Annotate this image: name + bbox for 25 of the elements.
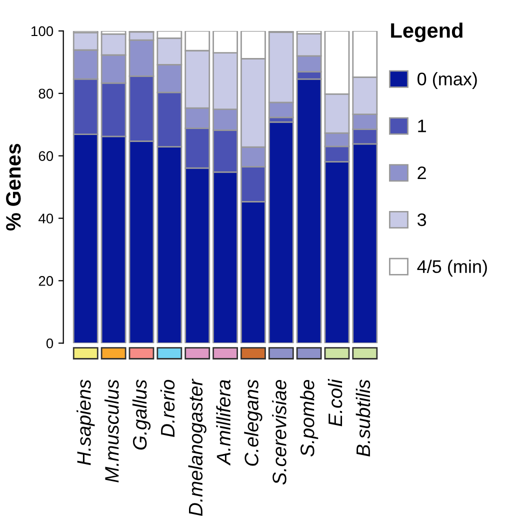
legend-title: Legend: [391, 22, 462, 42]
legend-label: 3: [417, 213, 426, 226]
y-tick-label: 0: [46, 338, 54, 348]
x-tick-label: E.coli: [328, 378, 342, 426]
y-tick-label: 40: [38, 214, 54, 224]
x-tick-label: M.musculus: [104, 380, 119, 482]
legend-label: 0 (max): [418, 72, 477, 89]
y-tick-label: 80: [38, 88, 54, 99]
legend-label: 2: [418, 166, 426, 180]
y-tick-label: 100: [32, 26, 54, 36]
x-tick-label: B.subtilis: [356, 380, 370, 456]
x-tick-label: G.gallus: [132, 380, 151, 450]
x-tick-label: A.millifera: [216, 380, 230, 466]
x-tick-label: S.pombe: [300, 380, 318, 457]
y-axis-title: % Genes: [6, 144, 21, 231]
x-tick-label: H.sapiens: [76, 380, 95, 466]
x-tick-label: D.melanogaster: [188, 378, 206, 516]
x-tick-label: S.cerevisiae: [272, 380, 286, 485]
x-tick-label: D.rerio: [160, 380, 175, 437]
bar: [268, 121, 294, 344]
y-tick-label: 20: [38, 276, 54, 286]
legend-label: 1: [418, 120, 426, 132]
legend-label: 4/5 (min): [417, 260, 487, 277]
y-tick-label: 60: [38, 151, 54, 161]
x-tick-label: C.elegans: [244, 380, 262, 466]
